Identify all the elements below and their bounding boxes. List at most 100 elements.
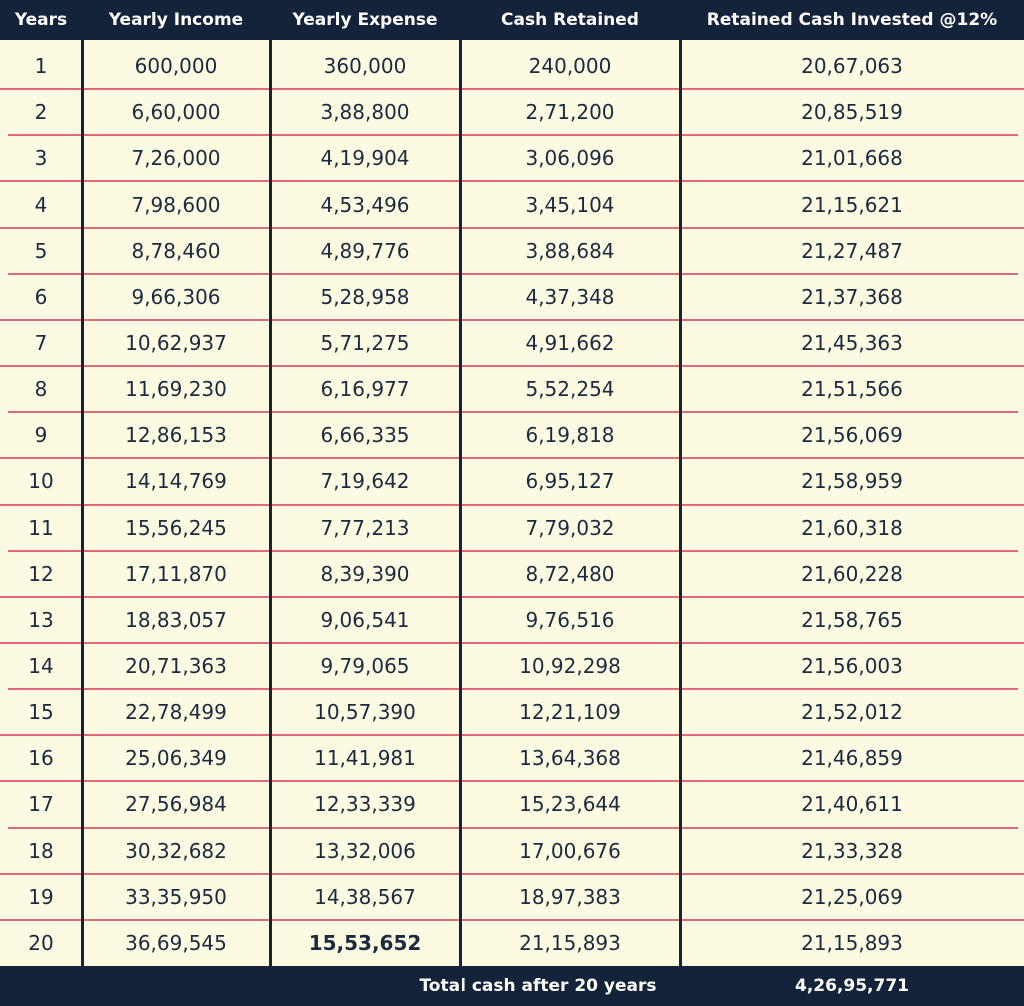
table-cell: 17,11,870	[125, 561, 227, 586]
table-cell: 4	[34, 192, 48, 217]
table-cell: 20,71,363	[125, 654, 227, 678]
table-cell: 7	[34, 330, 48, 355]
table-cell: 8,39,390	[320, 561, 410, 586]
table-cell: 25,06,349	[125, 746, 227, 771]
table-cell: 6,60,000	[131, 100, 221, 125]
table-cell: 18,83,057	[125, 607, 227, 632]
column-divider	[679, 0, 682, 1006]
table-cell: 12,86,153	[125, 423, 227, 448]
table-cell: 17,00,676	[519, 838, 621, 863]
table-cell: 1	[34, 54, 48, 79]
table-cell: 12	[28, 561, 54, 586]
table-cell: 15,53,652	[308, 930, 422, 955]
table-cell: 21,37,368	[801, 284, 903, 309]
table-cell: 19	[28, 884, 54, 909]
table-cell: 3,06,096	[525, 146, 615, 171]
row-separator	[8, 549, 1018, 552]
table-cell: 2,71,200	[525, 100, 615, 125]
row-separator	[0, 595, 1024, 598]
table-cell: 3,88,684	[525, 238, 615, 263]
row-separator	[0, 734, 1024, 737]
row-separator	[0, 503, 1024, 506]
table-cell: 21,40,611	[801, 792, 903, 817]
row-separator	[0, 318, 1024, 321]
table-cell: 8,78,460	[131, 238, 221, 263]
table-cell: 9,66,306	[131, 284, 221, 309]
table-cell: 21,56,069	[801, 423, 903, 448]
table-cell: 13,64,368	[519, 746, 621, 771]
row-separator	[0, 780, 1024, 783]
table-cell: 9	[34, 423, 48, 448]
table-cell: 21,27,487	[801, 238, 903, 263]
table-cell: 11,41,981	[314, 746, 416, 771]
table-cell: 21,52,012	[801, 700, 903, 725]
table-cell: 21,45,363	[801, 330, 903, 355]
row-separator	[0, 872, 1024, 875]
column-divider	[81, 0, 84, 1006]
column-divider	[269, 0, 272, 1006]
table-cell: 21,58,765	[801, 607, 903, 632]
table-cell: 10,62,937	[125, 330, 227, 355]
table-cell: 17	[28, 792, 54, 817]
row-separator	[0, 365, 1024, 368]
table-cell: 21,15,621	[801, 192, 903, 217]
table-cell: 11,69,230	[125, 377, 227, 402]
row-separator	[8, 134, 1018, 137]
table-cell: 360,000	[323, 54, 407, 79]
table-cell: 21,33,328	[801, 838, 903, 863]
table-cell: 240,000	[528, 54, 612, 79]
header-band	[0, 0, 1024, 40]
row-separator	[0, 180, 1024, 183]
table-cell: 14,14,769	[125, 469, 227, 494]
table-cell: 20,85,519	[801, 100, 903, 125]
table-cell: 15,23,644	[519, 792, 621, 817]
table-cell: 4,89,776	[320, 238, 410, 263]
table-cell: 9,76,516	[525, 607, 615, 632]
table-cell: 7,19,642	[320, 469, 410, 494]
table-cell: 15,56,245	[125, 515, 227, 540]
row-separator	[8, 272, 1018, 275]
column-header: Yearly Income	[108, 10, 244, 30]
table-cell: 10	[28, 469, 54, 494]
table-cell: 5,28,958	[320, 284, 410, 309]
table-cell: 21,25,069	[801, 884, 903, 909]
column-header: Years	[14, 10, 68, 30]
table-cell: 4,19,904	[320, 146, 410, 171]
table-cell: 7,77,213	[320, 515, 410, 540]
table-cell: 16	[28, 746, 54, 771]
table-cell: 5,71,275	[320, 330, 410, 355]
table-cell: 8,72,480	[525, 561, 615, 586]
table-cell: 7,79,032	[525, 515, 615, 540]
table-cell: 33,35,950	[125, 884, 227, 909]
row-separator	[0, 457, 1024, 460]
table-cell: 21,60,318	[801, 515, 903, 540]
table-cell: 13,32,006	[314, 838, 416, 863]
table-cell: 13	[28, 607, 54, 632]
row-separator	[8, 411, 1018, 414]
table-cell: 5,52,254	[525, 377, 615, 402]
table-cell: 30,32,682	[125, 838, 227, 863]
table-cell: 7,98,600	[131, 192, 221, 217]
table-cell: 11	[28, 515, 54, 540]
table-cell: 4,91,662	[525, 330, 615, 355]
footer-band	[0, 966, 1024, 1006]
column-header: Cash Retained	[501, 10, 639, 30]
table-cell: 18	[28, 838, 54, 863]
row-separator	[0, 226, 1024, 229]
column-header: Yearly Expense	[292, 10, 438, 30]
table-cell: 12,21,109	[519, 700, 621, 725]
table-cell: 21,15,893	[519, 930, 621, 955]
table-cell: 21,60,228	[801, 561, 903, 586]
footer-label: Total cash after 20 years	[419, 976, 657, 996]
table-cell: 12,33,339	[314, 792, 416, 817]
table-cell: 14,38,567	[314, 884, 416, 909]
table-cell: 9,06,541	[320, 607, 410, 632]
table-cell: 21,15,893	[801, 930, 903, 955]
row-separator	[0, 641, 1024, 644]
footer-value: 4,26,95,771	[794, 976, 909, 996]
table-cell: 3,45,104	[525, 192, 615, 217]
table-cell: 21,01,668	[801, 146, 903, 171]
table-cell: 6,19,818	[525, 423, 615, 448]
row-separator	[0, 88, 1024, 91]
row-separator	[8, 826, 1018, 829]
